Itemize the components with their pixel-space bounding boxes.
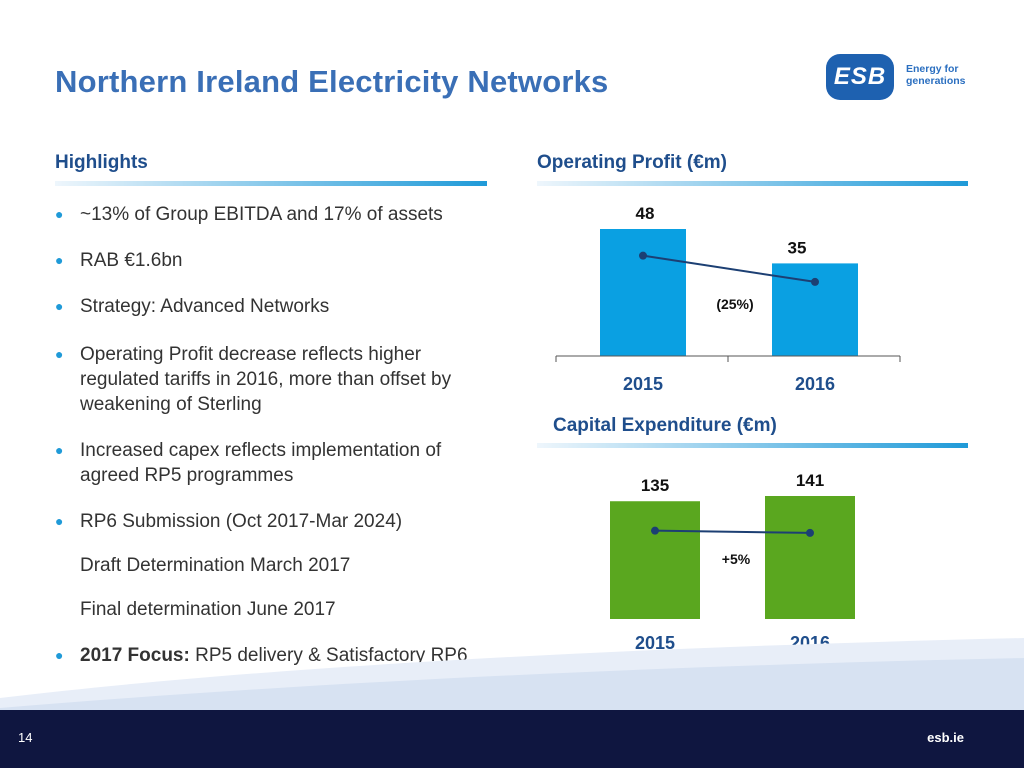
bullet-text-line: regulated tariffs in 2016, more than off…	[80, 369, 452, 390]
bullet-text: RAB €1.6bn	[80, 250, 183, 271]
page-title: Northern Ireland Electricity Networks	[55, 64, 609, 99]
trend-point-2015	[651, 526, 659, 535]
tick-label-2015: 2015	[623, 374, 663, 394]
bullet-dot-icon: ●	[55, 298, 64, 314]
bullet-text: 2017 Focus: RP5 delivery & Satisfactory …	[80, 643, 520, 668]
bullet-dot-icon: ●	[55, 252, 64, 268]
footer-url: esb.ie	[927, 730, 964, 745]
bullet-text: ~13% of Group EBITDA and 17% of assets	[80, 204, 443, 225]
operating-profit-chart: 48 2015 35 2016 (25%)	[555, 204, 901, 394]
highlights-rule	[55, 181, 487, 186]
logo-tagline-line-1: Energy for	[906, 63, 959, 75]
change-label: +5%	[722, 551, 751, 567]
trend-point-2016	[806, 528, 814, 537]
logo-tagline: Energy for generations	[906, 63, 986, 87]
capex-rule	[537, 443, 968, 448]
esb-logo: ESB Energy for generations	[826, 54, 976, 100]
data-label-2016: 35	[788, 238, 807, 257]
bullet-bold-text: 2017 Focus:	[80, 645, 190, 666]
highlights-heading: Highlights	[55, 152, 148, 173]
trend-line	[654, 529, 811, 534]
data-label-2015: 135	[641, 476, 669, 495]
trend-line	[642, 254, 816, 283]
bullet-text-line: Increased capex reflects implementation …	[80, 440, 442, 461]
bullet-dot-icon: ●	[55, 206, 64, 222]
bullet-text-line: weakening of Sterling	[80, 394, 262, 415]
trend-point-2015	[639, 251, 647, 260]
bar-2016	[765, 496, 855, 619]
bullet-text: Increased capex reflects implementation …	[80, 438, 520, 488]
bullet-text: Strategy: Advanced Networks	[80, 296, 330, 317]
capex-heading: Capital Expenditure (€m)	[553, 415, 777, 436]
logo-badge: ESB	[826, 54, 894, 100]
bar-2015	[600, 229, 686, 356]
sub-bullet-text: Final determination June 2017	[80, 599, 336, 620]
bar-2015	[610, 501, 700, 619]
bullet-dot-icon: ●	[55, 442, 64, 458]
bullet-rest-text: RP5 delivery & Satisfactory RP6	[189, 645, 468, 666]
bullet-dot-icon: ●	[55, 346, 64, 362]
data-label-2015: 48	[636, 204, 655, 223]
tick-label-2016: 2016	[795, 374, 835, 394]
bullet-text: Operating Profit decrease reflects highe…	[80, 342, 520, 417]
trend-point-2016	[811, 277, 819, 286]
page-number: 14	[18, 730, 33, 745]
sub-bullet-text: Draft Determination March 2017	[80, 555, 351, 576]
bullet-text-line: Operating Profit decrease reflects highe…	[80, 344, 422, 365]
tick-label-2015: 2015	[635, 633, 675, 653]
op-profit-heading: Operating Profit (€m)	[537, 152, 728, 173]
bullet-text-line: agreed RP5 programmes	[80, 465, 294, 486]
bullet-dot-icon: ●	[55, 513, 64, 529]
logo-tagline-line-2: generations	[906, 75, 966, 87]
change-label: (25%)	[716, 296, 753, 312]
data-label-2016: 141	[796, 471, 824, 490]
bullet-dot-icon: ●	[55, 647, 64, 663]
bullet-text: RP6 Submission (Oct 2017-Mar 2024)	[80, 511, 403, 532]
op-profit-rule	[537, 181, 968, 186]
footer-bar: 14 esb.ie	[0, 710, 1024, 768]
